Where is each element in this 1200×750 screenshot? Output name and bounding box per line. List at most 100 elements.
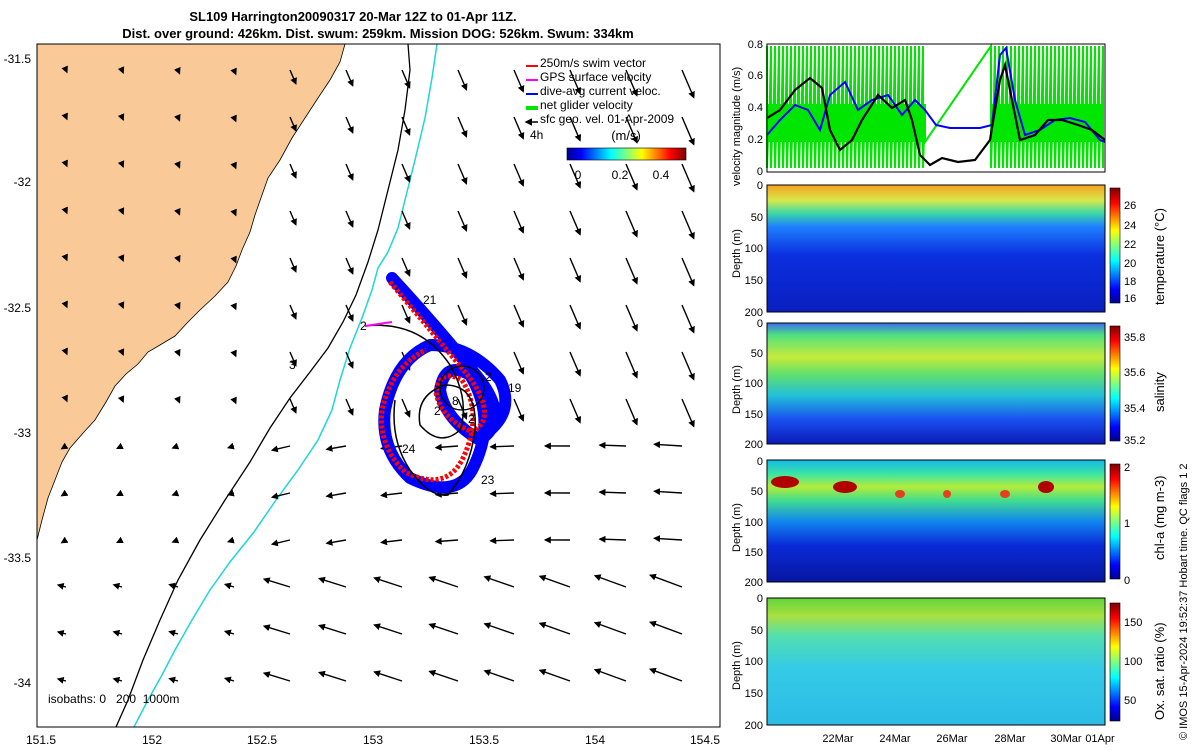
velocity-arrow bbox=[262, 671, 291, 682]
map-x-tick: 152.5 bbox=[247, 733, 277, 747]
figure-title-line2: Dist. over ground: 426km. Dist. swum: 25… bbox=[122, 26, 634, 41]
velocity-arrow bbox=[230, 67, 237, 76]
chla-colorbar bbox=[1109, 463, 1121, 580]
velocity-arrow bbox=[60, 442, 69, 450]
velocity-arrow bbox=[226, 442, 235, 450]
velocity-arrow bbox=[289, 351, 297, 367]
velocity-arrow bbox=[289, 398, 297, 414]
velocity-arrow bbox=[289, 304, 297, 320]
velocity-arrow bbox=[289, 69, 297, 85]
ox-y-tick: 50 bbox=[751, 625, 763, 637]
velocity-arrow bbox=[489, 490, 515, 498]
velocity-arrow bbox=[226, 489, 235, 497]
velocity-arrow bbox=[648, 573, 683, 588]
legend-note-4h: 4h bbox=[530, 128, 543, 142]
velocity-arrow bbox=[345, 304, 354, 322]
map-x-tick: 151.5 bbox=[26, 733, 56, 747]
chla-y-tick: 100 bbox=[745, 517, 763, 529]
velocity-arrow bbox=[117, 207, 125, 216]
velocity-arrow bbox=[538, 621, 571, 635]
velocity-arrow bbox=[345, 116, 354, 134]
velocity-arrow bbox=[681, 257, 695, 287]
map-colorbar bbox=[566, 147, 687, 161]
velocity-arrow bbox=[317, 670, 347, 682]
velocity-arrow bbox=[270, 492, 291, 500]
velocity-arrow bbox=[380, 538, 403, 546]
chla-field bbox=[767, 460, 1105, 582]
chla-y-tick: 50 bbox=[751, 486, 763, 498]
velocity-arrow bbox=[230, 302, 237, 311]
temp-y-tick: 200 bbox=[745, 307, 763, 319]
velocity-arrow bbox=[56, 676, 67, 684]
velocity-arrow bbox=[230, 255, 237, 264]
velocity-arrow bbox=[681, 351, 695, 381]
velocity-arrow bbox=[598, 488, 627, 496]
velocity-arrow bbox=[112, 676, 123, 684]
gps-surface-segment bbox=[364, 321, 393, 327]
ox-y-tick: 100 bbox=[745, 656, 763, 668]
velocity-arrow bbox=[569, 69, 582, 95]
time-axis: 22Mar 24Mar 26Mar 28Mar 30Mar 01Apr bbox=[822, 733, 1115, 745]
velocity-arrow bbox=[174, 207, 181, 216]
velocity-arrow bbox=[325, 491, 347, 499]
velocity-arrow bbox=[61, 65, 68, 74]
map-y-tick: -33 bbox=[14, 426, 32, 440]
velocity-arrow bbox=[345, 257, 354, 275]
velocity-y-tick: 0.6 bbox=[748, 70, 763, 82]
velocity-y-tick: 0.8 bbox=[748, 39, 763, 51]
velocity-arrow bbox=[345, 210, 354, 228]
track-loop-circle bbox=[439, 365, 485, 411]
day-label: 23 bbox=[481, 473, 495, 487]
sal-y-tick: 50 bbox=[751, 348, 763, 360]
velocity-arrow bbox=[569, 116, 582, 142]
velocity-arrow bbox=[117, 66, 125, 75]
velocity-arrow bbox=[569, 163, 582, 189]
velocity-arrow bbox=[60, 536, 69, 544]
chla-blooms bbox=[771, 476, 1054, 498]
velocity-arrow bbox=[56, 582, 67, 590]
velocity-arrow bbox=[168, 582, 179, 590]
isobath-200m bbox=[133, 44, 438, 727]
time-tick: 26Mar bbox=[936, 733, 968, 745]
velocity-arrow bbox=[569, 257, 582, 283]
velocity-arrow bbox=[401, 69, 411, 89]
velocity-arrow bbox=[223, 629, 235, 637]
velocity-arrow bbox=[681, 210, 695, 240]
velocity-arrow bbox=[681, 304, 695, 334]
velocity-arrow bbox=[117, 348, 125, 357]
velocity-arrow bbox=[230, 114, 237, 123]
velocity-arrow bbox=[681, 69, 695, 99]
velocity-arrow bbox=[61, 394, 68, 403]
map-x-tick: 154.5 bbox=[690, 733, 720, 747]
chla-y-label: Depth (m) bbox=[731, 503, 743, 552]
velocity-arrow bbox=[457, 398, 468, 420]
velocity-arrow bbox=[513, 304, 525, 328]
legend-swim-vector: 250m/s swim vector bbox=[540, 56, 646, 70]
velocity-arrow bbox=[625, 257, 638, 285]
oxygen-field bbox=[767, 598, 1105, 725]
day-label: 2 bbox=[468, 412, 475, 426]
velocity-arrow bbox=[457, 304, 468, 326]
velocity-arrow bbox=[434, 443, 459, 451]
ox-cb-tick: 100 bbox=[1124, 656, 1142, 668]
isobath-legend-text: isobaths: 0 200 1000m bbox=[48, 692, 179, 706]
velocity-arrow bbox=[625, 163, 638, 191]
temp-cb-tick: 18 bbox=[1124, 276, 1136, 288]
track-blue bbox=[378, 272, 512, 494]
velocity-arrow bbox=[117, 395, 125, 404]
velocity-arrow bbox=[289, 116, 297, 132]
time-tick: 01Apr bbox=[1085, 733, 1115, 745]
temperature-field bbox=[767, 185, 1105, 312]
velocity-arrow bbox=[513, 257, 525, 281]
salinity-field bbox=[767, 323, 1105, 444]
map-y-tick: -32 bbox=[14, 175, 32, 189]
velocity-arrow bbox=[593, 574, 627, 588]
velocity-arrow bbox=[289, 257, 297, 273]
net-velocity-trace bbox=[766, 42, 1104, 169]
velocity-arrow bbox=[325, 444, 347, 452]
velocity-arrow bbox=[653, 441, 683, 449]
velocity-y-tick: 0.4 bbox=[748, 102, 763, 114]
map-y-axis: -31.5 -32 -32.5 -33 -33.5 -34 bbox=[4, 52, 32, 690]
velocity-green-band bbox=[766, 42, 1104, 169]
